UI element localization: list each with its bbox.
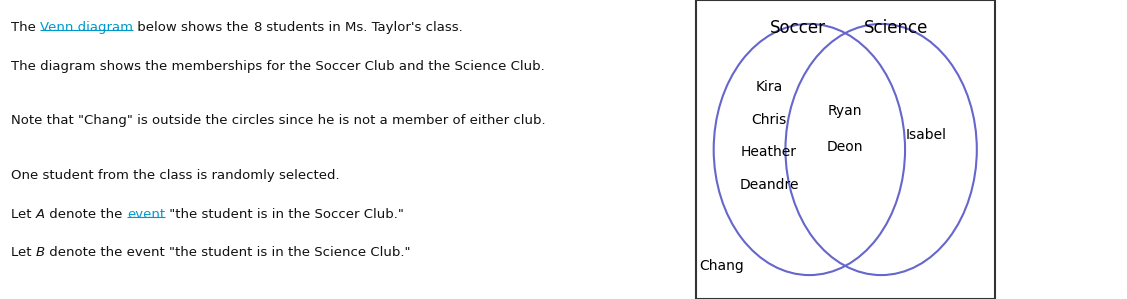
Text: event: event <box>126 208 165 220</box>
Text: Chang: Chang <box>699 259 744 273</box>
Text: The: The <box>11 21 41 34</box>
Text: One student from the class is randomly selected.: One student from the class is randomly s… <box>11 169 340 181</box>
Text: A: A <box>36 208 45 220</box>
Text: 8: 8 <box>254 21 261 34</box>
Text: Ryan: Ryan <box>828 104 862 118</box>
Bar <box>695 0 995 299</box>
Text: B: B <box>36 246 45 259</box>
Text: students in Ms. Taylor's class.: students in Ms. Taylor's class. <box>261 21 462 34</box>
Text: Soccer: Soccer <box>770 19 825 37</box>
Text: Heather: Heather <box>742 146 797 159</box>
Text: Kira: Kira <box>755 80 782 94</box>
Text: denote the event "the student is in the Science Club.": denote the event "the student is in the … <box>45 246 410 259</box>
Text: below shows the: below shows the <box>133 21 254 34</box>
Text: Note that "Chang" is outside the circles since he is not a member of either club: Note that "Chang" is outside the circles… <box>11 114 545 127</box>
Text: The diagram shows the memberships for the Soccer Club and the Science Club.: The diagram shows the memberships for th… <box>11 60 545 73</box>
Text: denote the: denote the <box>45 208 126 220</box>
Text: Chris: Chris <box>752 113 787 126</box>
Text: Science: Science <box>864 19 929 37</box>
Text: "the student is in the Soccer Club.": "the student is in the Soccer Club." <box>165 208 403 220</box>
Text: Deon: Deon <box>827 140 863 153</box>
Text: Let: Let <box>11 246 36 259</box>
Text: Let: Let <box>11 208 36 220</box>
Text: Isabel: Isabel <box>905 128 947 141</box>
Text: Deandre: Deandre <box>739 179 799 192</box>
Text: Venn diagram: Venn diagram <box>41 21 133 34</box>
